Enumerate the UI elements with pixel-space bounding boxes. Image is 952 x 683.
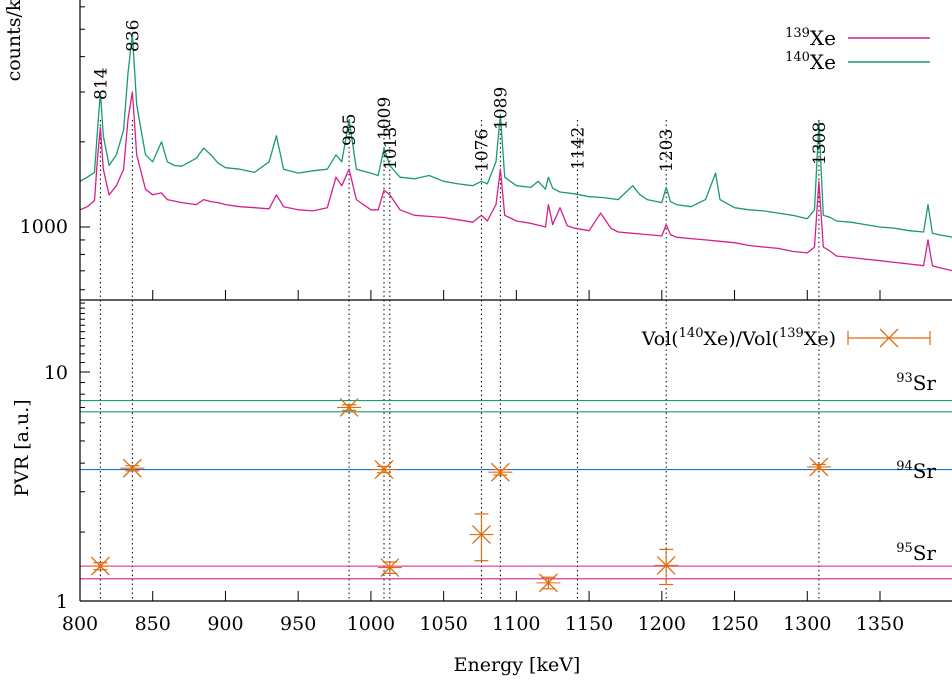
x-tick-label: 1150: [565, 613, 613, 635]
spectrum-y-ticks: 1000: [20, 6, 90, 291]
data-point: [120, 458, 145, 478]
peak-label: 836: [123, 20, 143, 52]
x-tick-label: 900: [207, 613, 243, 635]
data-point: [372, 460, 396, 480]
data-point: [469, 513, 494, 562]
x-tick-label: 1000: [347, 613, 395, 635]
x-tick-label: 800: [62, 613, 98, 635]
ratio-points: [88, 398, 831, 593]
y-tick-label: 1: [56, 591, 68, 613]
series-line-140: [80, 33, 952, 238]
peak-label: 1089: [491, 87, 511, 130]
x-tick-label: 1300: [783, 613, 831, 635]
axes-frame: [79, 0, 952, 602]
series-line-139: [80, 91, 952, 272]
ratio-legend: Vol(140Xe)/Vol(139Xe): [641, 326, 931, 350]
data-point: [377, 558, 402, 577]
reference-lines: [80, 400, 952, 580]
peak-label: 1203: [657, 129, 677, 172]
peak-label: 985: [340, 114, 360, 146]
ratio-panel: 1 10 800 850 900 950 1000 1050 1100 1150 1200 1250 1…: [11, 290, 952, 676]
data-point: [806, 457, 831, 477]
x-tick-label: 1050: [419, 613, 467, 635]
x-tick-label: 850: [135, 613, 171, 635]
x-tick-label: 1200: [638, 613, 686, 635]
ratio-legend-label: Vol(140Xe)/Vol(139Xe): [641, 326, 836, 350]
x-tick-label: 1350: [856, 613, 904, 635]
peak-label: 814: [91, 68, 111, 100]
data-point: [654, 548, 679, 586]
x-axis-label: Energy [keV]: [454, 654, 581, 676]
reference-label-93: 93Sr: [896, 371, 936, 395]
spectrum-series: [80, 33, 952, 272]
data-point: [88, 556, 113, 576]
reference-label-95: 95Sr: [896, 541, 936, 565]
legend-label-139: 139Xe: [785, 26, 836, 50]
x-tick-label: 950: [280, 613, 316, 635]
peak-label: 1308: [810, 122, 830, 165]
peak-label: 1013: [381, 127, 401, 170]
peak-label: 1142: [568, 127, 588, 170]
data-point: [536, 573, 561, 593]
reference-label-94: 94Sr: [896, 459, 936, 483]
x-tick-label: 1100: [492, 613, 540, 635]
ratio-y-axis-label: PVR [a.u.]: [11, 399, 33, 496]
spectrum-y-axis-label: counts/keV: [3, 0, 25, 81]
peak-label: 1076: [472, 129, 492, 172]
y-tick-label: 1000: [20, 216, 68, 238]
data-point: [337, 398, 362, 417]
ratio-peak-guides: [99, 300, 820, 601]
peak-label: 1009: [375, 97, 395, 140]
ratio-axis-ticks: 1 10 800 850 900 950 1000 1050 1100 1150 1200 1250 1…: [44, 290, 904, 635]
legend-label-140: 140Xe: [785, 50, 836, 74]
x-tick-label: 1250: [710, 613, 758, 635]
y-tick-label: 10: [44, 362, 68, 384]
spectrum-peak-guides: [99, 120, 820, 300]
data-point: [488, 462, 513, 482]
